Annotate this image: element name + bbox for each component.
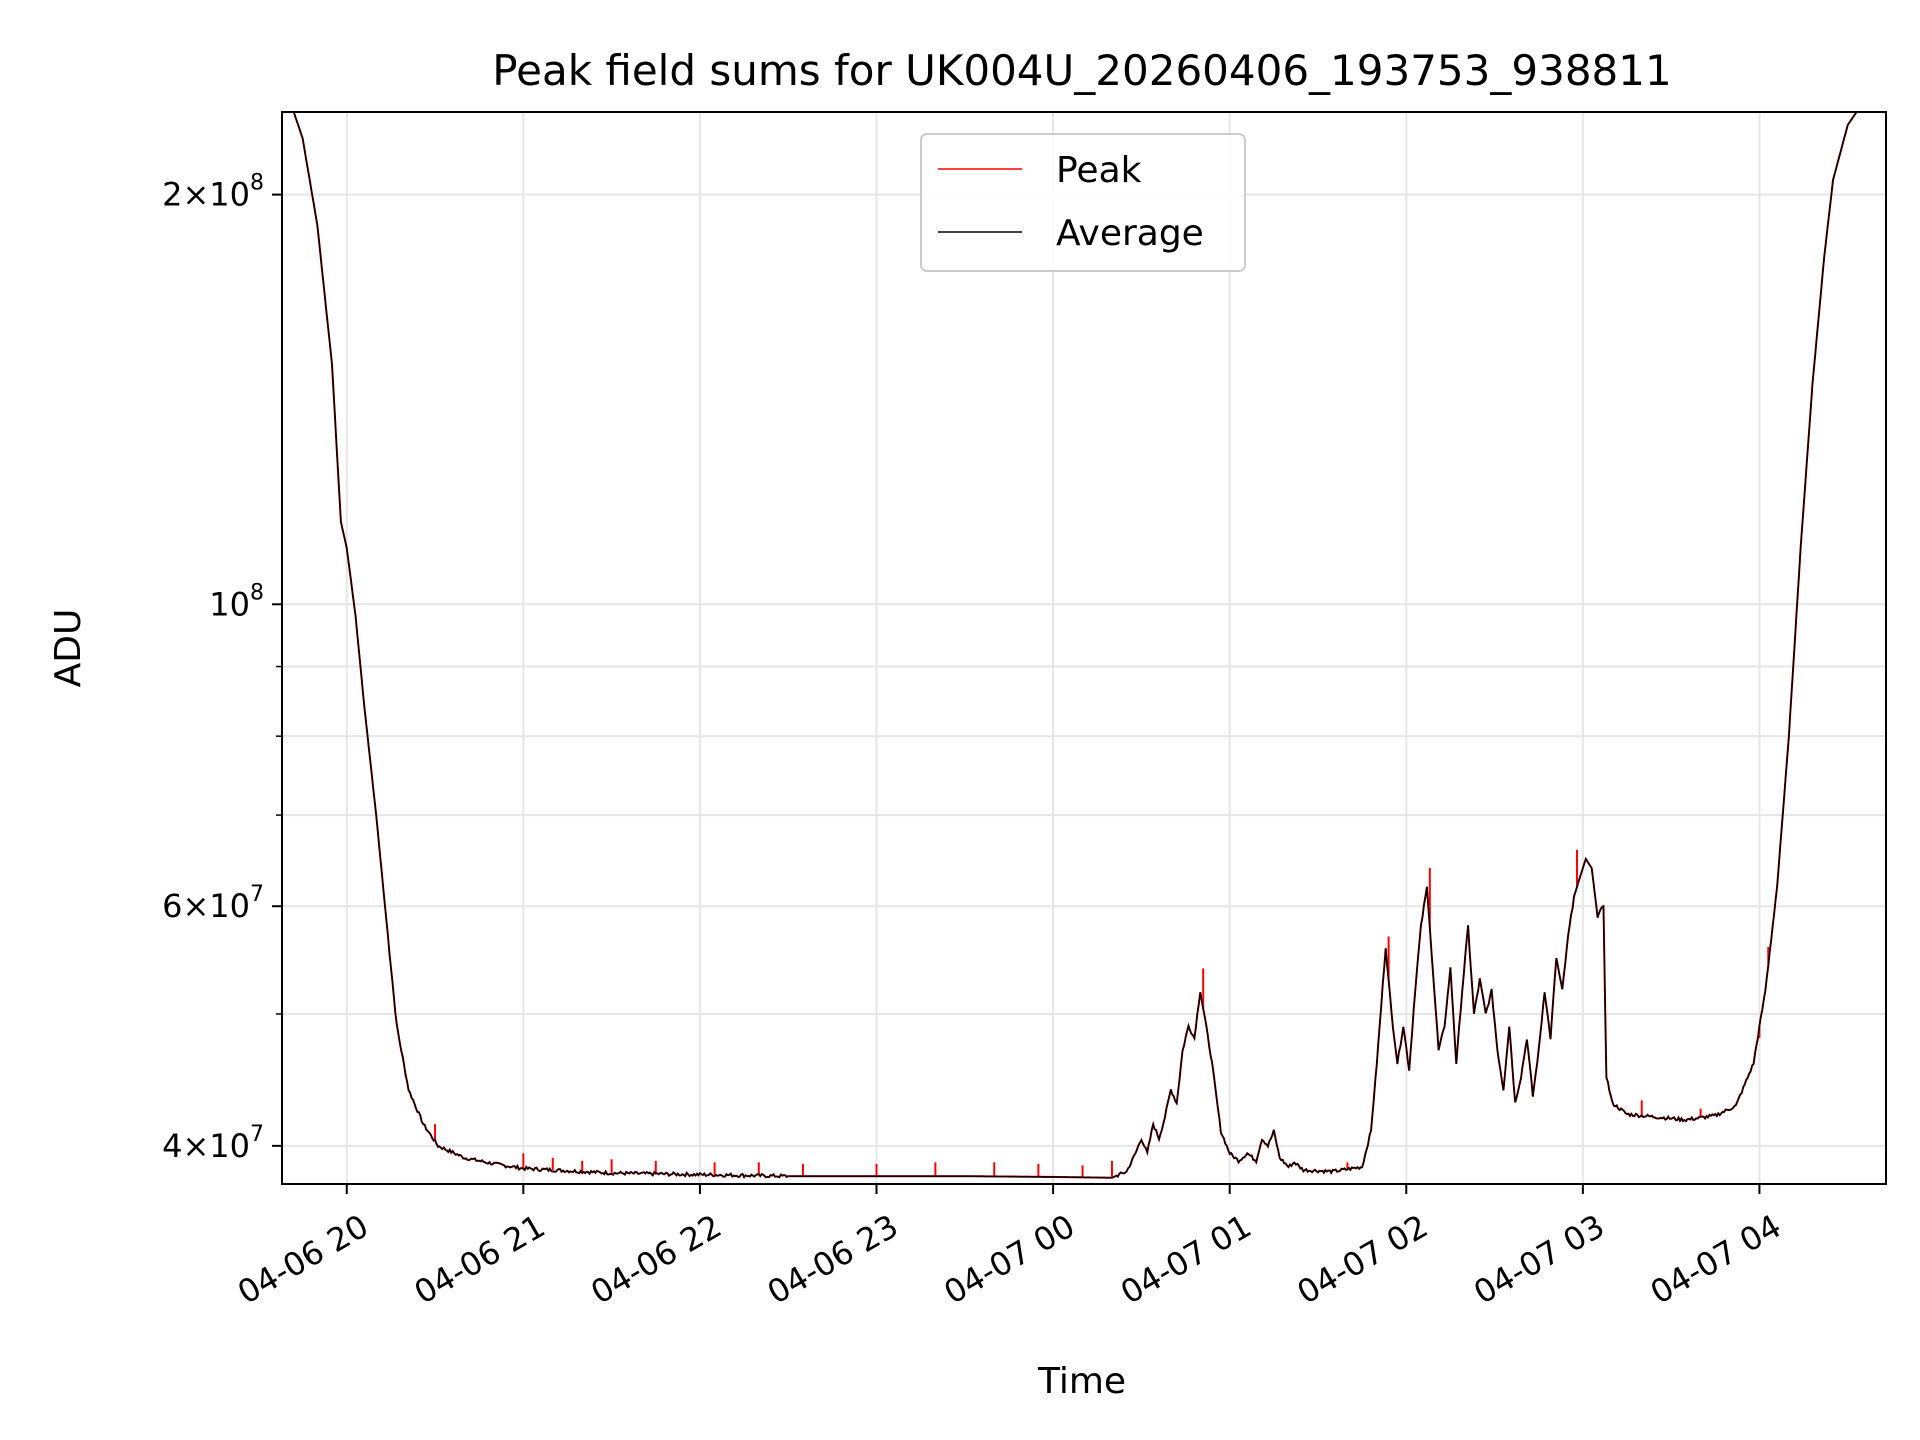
legend-average-label: Average — [1056, 213, 1204, 254]
average-line — [282, 112, 1886, 1179]
y-tick-label: 6×107 — [162, 882, 264, 925]
legend: Peak Average — [920, 133, 1246, 272]
y-axis-label: ADU — [48, 609, 89, 688]
grid — [282, 112, 1886, 1184]
y-tick-label: 4×107 — [162, 1122, 264, 1165]
y-axis: 4×107 6×107 108 2×108 — [162, 171, 282, 1165]
y-tick-label: 2×108 — [162, 171, 264, 214]
y-tick-label: 108 — [209, 580, 264, 623]
axes-frame — [281, 111, 1887, 1185]
chart-title: Peak field sums for UK004U_20260406_1937… — [492, 46, 1671, 95]
plot-lines — [282, 112, 1886, 1179]
x-axis-label: Time — [1037, 1361, 1126, 1402]
legend-peak-label: Peak — [1056, 150, 1142, 191]
